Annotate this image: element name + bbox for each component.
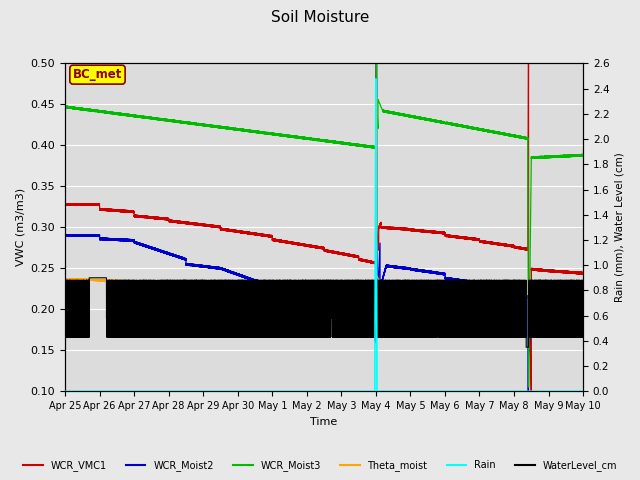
X-axis label: Time: Time — [310, 417, 338, 427]
Text: BC_met: BC_met — [73, 68, 122, 81]
Text: Soil Moisture: Soil Moisture — [271, 10, 369, 24]
Y-axis label: Rain (mm), Water Level (cm): Rain (mm), Water Level (cm) — [615, 153, 625, 302]
Legend: WCR_VMC1, WCR_Moist2, WCR_Moist3, Theta_moist, Rain, WaterLevel_cm: WCR_VMC1, WCR_Moist2, WCR_Moist3, Theta_… — [19, 456, 621, 475]
Y-axis label: VWC (m3/m3): VWC (m3/m3) — [15, 188, 25, 266]
